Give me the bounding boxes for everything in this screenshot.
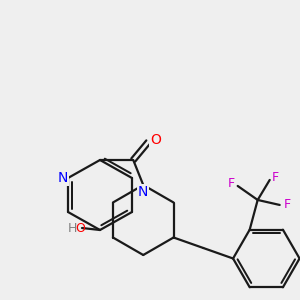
Text: N: N [138, 185, 148, 199]
Text: N: N [58, 171, 68, 185]
Text: F: F [284, 199, 291, 212]
Text: O: O [150, 133, 161, 147]
Text: O: O [75, 221, 85, 235]
Text: H: H [67, 221, 77, 235]
Text: F: F [228, 178, 235, 190]
Text: F: F [272, 172, 279, 184]
